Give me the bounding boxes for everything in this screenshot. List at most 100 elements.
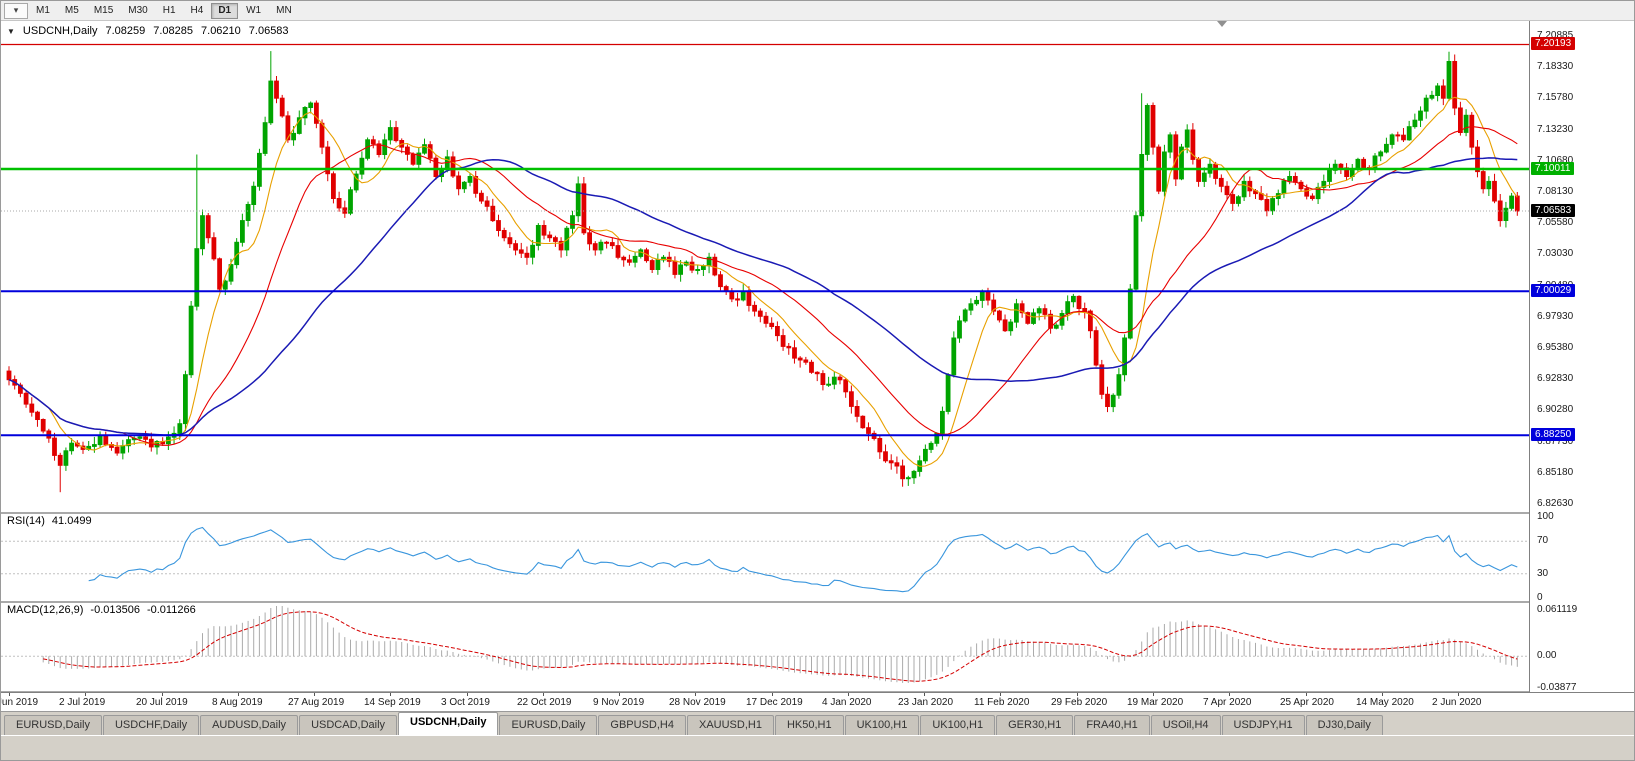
chart-tab-xauusd-h1[interactable]: XAUUSD,H1 [686,715,774,735]
time-axis-tick [619,693,620,696]
time-axis-tick [85,693,86,696]
date-label: 14 May 2020 [1356,697,1414,708]
chart-menu-icon[interactable]: ▼ [7,26,15,36]
time-axis-tick [238,693,239,696]
rsi-scale-label: 100 [1537,511,1554,522]
time-axis-tick [1306,693,1307,696]
symbol-timeframe-label: USDCNH,Daily [22,25,98,37]
time-axis-tick [314,693,315,696]
time-axis-tick [924,693,925,696]
chart-tab-dj30-daily[interactable]: DJ30,Daily [1305,715,1383,735]
date-label: 2 Jul 2019 [59,697,106,708]
chart-tab-usoil-h4[interactable]: USOil,H4 [1150,715,1221,735]
price-level-badge: 7.10011 [1531,162,1575,175]
date-label: 25 Apr 2020 [1280,697,1334,708]
ma-45-line [8,157,1518,436]
price-scale[interactable]: 7.20885 7.18330 7.15780 7.13230 7.10680 7.081… [1529,21,1634,693]
timeframe-button-h4[interactable]: H4 [190,5,204,16]
rsi-plot[interactable] [1,514,1529,601]
rsi-scale-label: 30 [1537,568,1549,579]
macd-main-value: -0.013506 [90,604,140,616]
date-label: 27 Aug 2019 [288,697,345,708]
time-axis-tick [467,693,468,696]
timeframe-button-w1[interactable]: W1 [246,5,262,16]
timeframe-toolbar: ▾ M1 M5 M15 M30 H1 H4 D1 W1 MN [1,1,1634,21]
time-axis-tick [695,693,696,696]
chart-tab-usdjpy-h1[interactable]: USDJPY,H1 [1221,715,1305,735]
price-tick-label: 7.15780 [1537,92,1574,103]
price-level-badge: 7.00029 [1531,284,1576,297]
price-level-badge: 6.88250 [1531,428,1576,441]
timeframe-buttons: M1 M5 M15 M30 H1 H4 D1 W1 MN [29,2,299,19]
date-label: 28 Nov 2019 [669,697,726,708]
price-level-badge: 7.20193 [1531,37,1576,50]
date-label: 19 Mar 2020 [1127,697,1184,708]
status-strip [1,735,1634,760]
timeframe-button-mn[interactable]: MN [276,5,292,16]
chart-tab-eurusd-daily[interactable]: EURUSD,Daily [4,715,102,735]
ma-21-line [8,126,1518,446]
chart-tab-usdcad-daily[interactable]: USDCAD,Daily [299,715,398,735]
chart-tab-audusd-daily[interactable]: AUDUSD,Daily [200,715,299,735]
ma-8-line [8,96,1518,467]
chart-tab-eurusd-daily[interactable]: EURUSD,Daily [499,715,598,735]
rsi-scale-label: 70 [1537,535,1549,546]
date-label: 8 Aug 2019 [212,697,263,708]
time-axis-tick [390,693,391,696]
date-label: 11 Feb 2020 [974,697,1030,708]
date-label: 4 Jan 2020 [822,697,872,708]
date-label: 22 Oct 2019 [517,697,572,708]
rsi-label: RSI(14) [7,515,45,527]
chart-tab-uk100-h1[interactable]: UK100,H1 [920,715,996,735]
time-axis-tick [1000,693,1001,696]
rsi-value: 41.0499 [51,515,92,527]
rsi-scale-label: 0 [1537,592,1543,603]
chart-tab-usdcnh-daily[interactable]: USDCNH,Daily [398,712,499,735]
timeframe-button-m15[interactable]: M15 [93,5,114,16]
price-tick-label: 7.20885 [1537,30,1574,41]
ohlc-close-value: 7.06583 [248,25,289,37]
price-tick-label: 6.82630 [1537,498,1574,509]
price-tick-label: 7.03030 [1537,248,1574,259]
chart-tab-gbpusd-h4[interactable]: GBPUSD,H4 [598,715,686,735]
scroll-position-marker[interactable] [1217,21,1227,27]
time-axis-tick [1153,693,1154,696]
timeframe-button-m1[interactable]: M1 [36,5,50,16]
chart-tab-uk100-h1[interactable]: UK100,H1 [844,715,920,735]
panel-separator[interactable] [1,512,1634,514]
chart-period-dropdown[interactable]: ▾ [4,2,28,19]
price-tick-label: 7.08130 [1537,186,1574,197]
chart-tab-fra40-h1[interactable]: FRA40,H1 [1074,715,1150,735]
chart-tab-hk50-h1[interactable]: HK50,H1 [774,715,844,735]
macd-scale-label: 0.061119 [1537,604,1578,615]
ohlc-header: ▼ USDCNH,Daily 7.08259 7.08285 7.06210 7… [7,25,289,37]
time-axis-tick [1229,693,1230,696]
time-axis-tick [772,693,773,696]
timeframe-button-d1[interactable]: D1 [211,2,239,19]
ohlc-high-value: 7.08285 [153,25,194,37]
rsi-line [88,526,1518,593]
time-axis[interactable]: 13 Jun 2019 2 Jul 2019 20 Jul 2019 8 Aug 20… [1,692,1634,711]
price-tick-label: 7.18330 [1537,61,1574,72]
price-tick-label: 6.85180 [1537,467,1574,478]
price-tick-label: 6.95380 [1537,342,1574,353]
macd-header: MACD(12,26,9) -0.013506 -0.011266 [7,604,196,616]
timeframe-button-m5[interactable]: M5 [64,5,79,16]
chevron-down-icon: ▾ [13,5,19,15]
rsi-header: RSI(14) 41.0499 [7,515,92,527]
timeframe-button-m30[interactable]: M30 [128,5,148,16]
date-label: 23 Jan 2020 [898,697,954,708]
timeframe-button-h1[interactable]: H1 [162,5,176,16]
date-label: 2 Jun 2020 [1432,697,1482,708]
macd-plot[interactable] [1,603,1529,691]
candlestick-chart[interactable] [1,21,1529,512]
ohlc-low-value: 7.06210 [201,25,241,37]
time-axis-tick [1382,693,1383,696]
date-label: 17 Dec 2019 [746,697,803,708]
panel-separator[interactable] [1,601,1634,603]
chart-tab-ger30-h1[interactable]: GER30,H1 [996,715,1074,735]
chart-tab-usdchf-daily[interactable]: USDCHF,Daily [102,715,200,735]
price-tick-label: 7.05580 [1537,217,1574,228]
chart-tabs-bar: EURUSD,Daily USDCHF,Daily AUDUSD,Daily USDC… [1,711,1634,735]
